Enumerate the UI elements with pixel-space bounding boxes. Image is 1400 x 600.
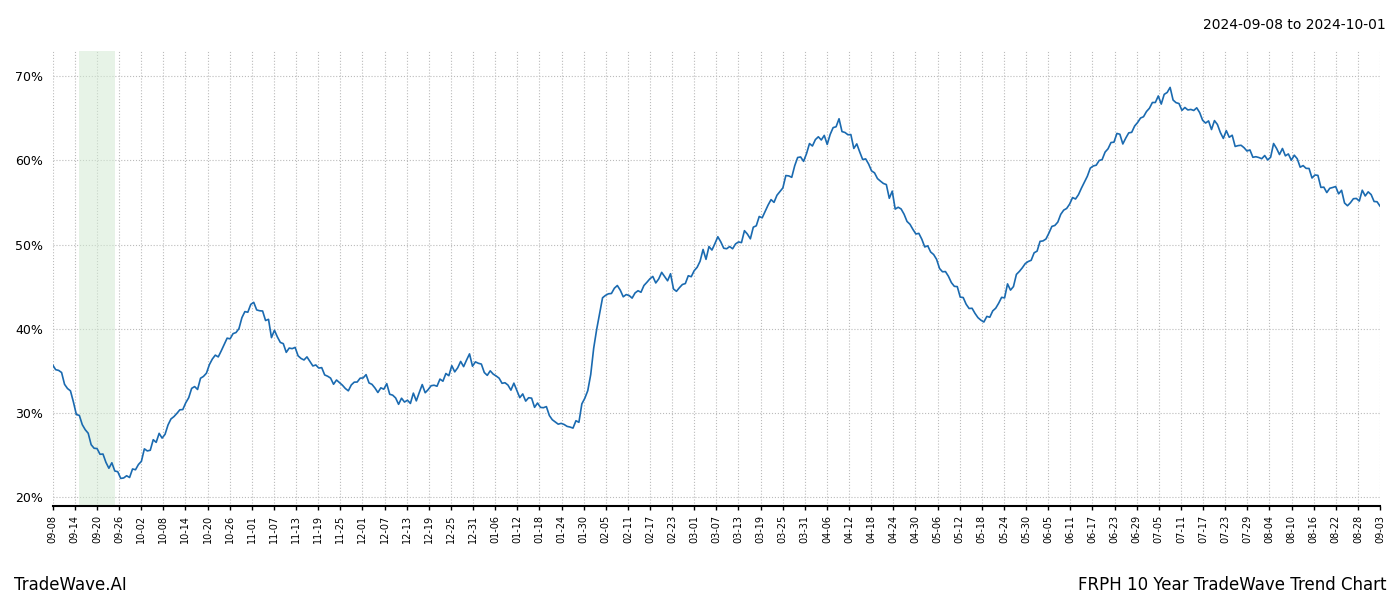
- Bar: [80, 51, 115, 506]
- Text: FRPH 10 Year TradeWave Trend Chart: FRPH 10 Year TradeWave Trend Chart: [1078, 576, 1386, 594]
- Text: TradeWave.AI: TradeWave.AI: [14, 576, 127, 594]
- Text: 2024-09-08 to 2024-10-01: 2024-09-08 to 2024-10-01: [1203, 18, 1386, 32]
